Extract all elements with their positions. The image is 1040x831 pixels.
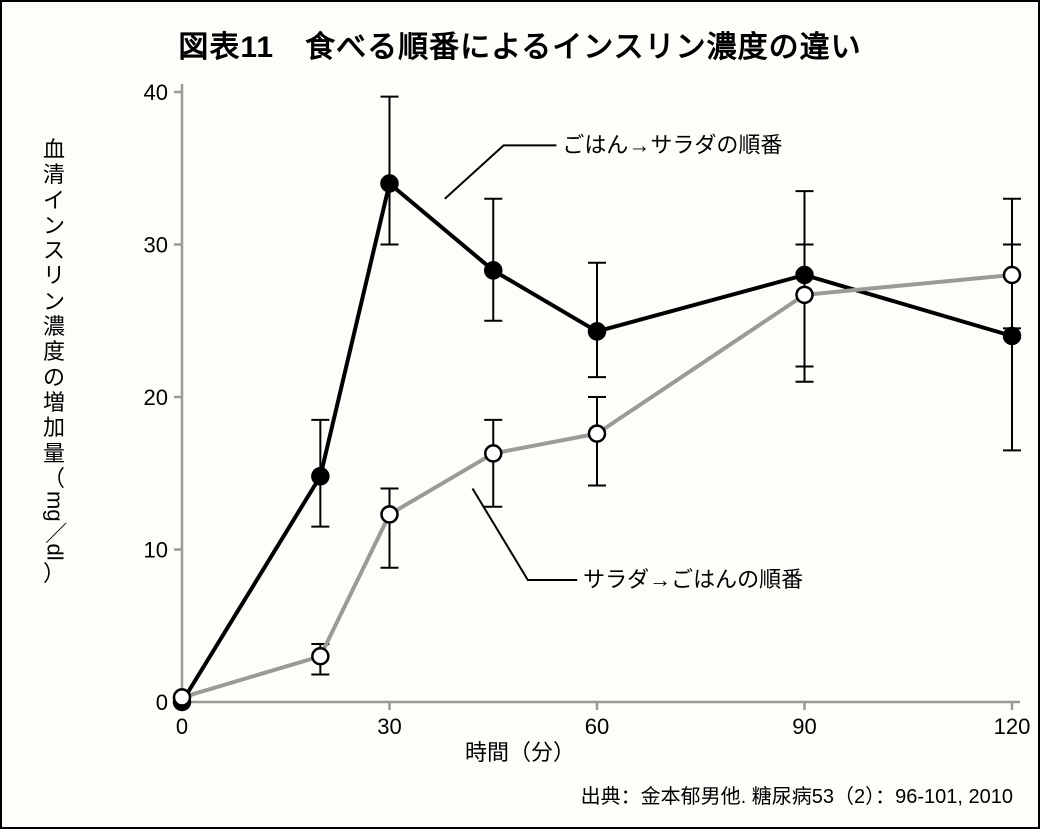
source-citation: 出典：金本郁男他. 糖尿病53（2）：96-101, 2010 [581,780,1013,809]
svg-text:30: 30 [144,233,168,258]
svg-text:0: 0 [156,690,168,715]
svg-text:20: 20 [144,385,168,410]
svg-text:サラダ→ごはんの順番: サラダ→ごはんの順番 [583,567,803,592]
line-chart: 0102030400306090120ごはん→サラダの順番サラダ→ごはんの順番 [2,2,1040,831]
figure-frame: 図表11 食べる順番によるインスリン濃度の違い 血清インスリン濃度の増加量（mg… [0,0,1040,829]
svg-text:40: 40 [144,80,168,105]
svg-text:10: 10 [144,538,168,563]
svg-text:ごはん→サラダの順番: ごはん→サラダの順番 [562,132,782,157]
x-axis-label: 時間（分） [2,735,1038,767]
